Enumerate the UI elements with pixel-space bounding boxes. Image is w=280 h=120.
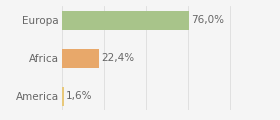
Bar [62, 87, 64, 106]
Text: 76,0%: 76,0% [191, 15, 224, 25]
Text: 1,6%: 1,6% [66, 91, 93, 101]
Text: 22,4%: 22,4% [101, 53, 134, 63]
Bar [62, 11, 189, 30]
Bar [62, 49, 99, 68]
